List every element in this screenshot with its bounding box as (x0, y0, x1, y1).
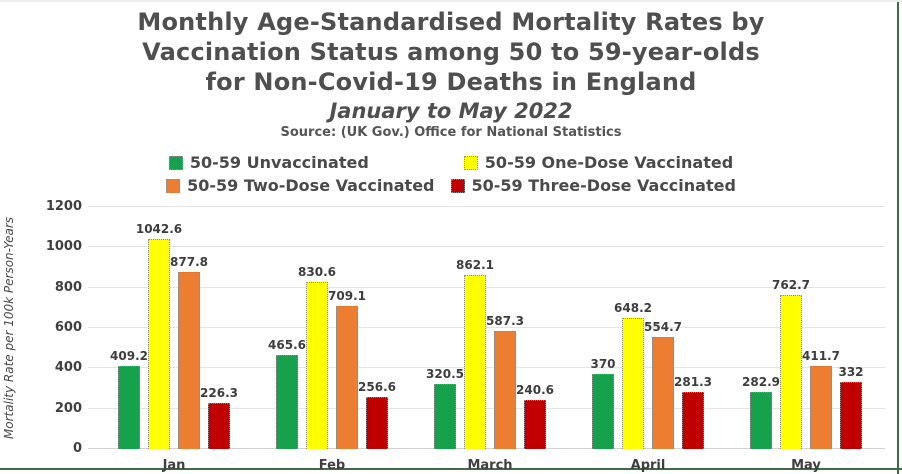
bar-group-april: 370 648.2 554.7 281.3 April (569, 207, 727, 473)
y-axis-tick-label: 600 (54, 320, 82, 335)
data-label: 587.3 (486, 313, 524, 328)
legend-item: 50-59 Two-Dose Vaccinated (166, 176, 435, 195)
bar (118, 366, 140, 449)
y-axis-title: Mortality Rate per 100k Person-Years (2, 216, 16, 440)
legend-label: 50-59 Three-Dose Vaccinated (471, 176, 736, 195)
legend-label: 50-59 Two-Dose Vaccinated (187, 176, 435, 195)
data-label: 830.6 (298, 264, 336, 279)
legend-swatch-icon (168, 155, 183, 170)
bar-group-feb: 465.6 830.6 709.1 256.6 Feb (253, 207, 411, 474)
x-axis-category-label: Jan (162, 458, 186, 473)
bar (276, 355, 298, 449)
bar (178, 271, 200, 449)
bar-group-march: 320.5 862.1 587.3 240.6 March (411, 207, 569, 473)
data-label: 256.6 (358, 380, 396, 395)
data-label: 370 (590, 357, 616, 372)
data-label: 240.6 (516, 383, 554, 398)
frame-right-border (897, 2, 899, 474)
bar (524, 400, 546, 449)
bar (750, 391, 772, 449)
bar (464, 275, 486, 449)
x-axis-line (88, 448, 885, 449)
bar (592, 374, 614, 449)
bar (494, 330, 516, 449)
bar (306, 281, 328, 449)
data-label: 877.8 (170, 254, 208, 269)
bar (810, 365, 832, 449)
data-label: 1042.6 (135, 221, 183, 236)
chart-title-line-2: Vaccination Status among 50 to 59-year-o… (142, 38, 760, 66)
data-label: 709.1 (328, 289, 366, 303)
y-axis-tick-label: 1200 (45, 199, 82, 214)
bar (840, 382, 862, 449)
legend-swatch-icon (450, 178, 465, 193)
data-label: 554.7 (644, 320, 682, 335)
bar (148, 238, 170, 449)
bar (336, 306, 358, 449)
frame-bottom-border (0, 468, 902, 470)
chart-title-line-3: for Non-Covid-19 Deaths in England (205, 68, 697, 96)
y-axis-tick-label: 0 (72, 441, 82, 456)
y-axis-tick-label: 1000 (45, 239, 82, 255)
title-block: Monthly Age-Standardised Mortality Rates… (0, 7, 902, 142)
legend-label: 50-59 Unvaccinated (189, 153, 369, 172)
legend-item: 50-59 Unvaccinated (168, 153, 369, 172)
chart-title-line-1: Monthly Age-Standardised Mortality Rates… (137, 8, 765, 36)
data-label: 226.3 (200, 386, 238, 401)
data-label: 409.2 (110, 349, 148, 364)
data-label: 332 (838, 365, 864, 380)
x-axis-category-label: May (791, 458, 821, 473)
data-label: 282.9 (742, 374, 780, 389)
source-attribution: Source: (UK Gov.) Office for National St… (280, 125, 622, 140)
gridline (88, 206, 885, 207)
y-axis-tick-label: 800 (54, 279, 82, 295)
legend-swatch-icon (166, 178, 181, 193)
bar-group-jan: 409.2 1042.6 877.8 226.3 Jan (95, 207, 253, 473)
y-axis-tick-label: 400 (54, 360, 82, 376)
legend-label: 50-59 One-Dose Vaccinated (484, 153, 734, 172)
legend: 50-59 Unvaccinated 50-59 One-Dose Vaccina… (0, 151, 902, 197)
legend-item: 50-59 One-Dose Vaccinated (463, 153, 734, 172)
data-label: 320.5 (426, 367, 464, 382)
gridline (88, 246, 885, 248)
data-label: 862.1 (456, 258, 494, 273)
legend-row: 50-59 Two-Dose Vaccinated 50-59 Three-Dos… (0, 174, 902, 197)
gridline (88, 327, 885, 328)
bar (434, 384, 456, 449)
x-axis-category-label: April (630, 458, 666, 473)
bar (652, 337, 674, 449)
gridline (88, 407, 885, 409)
data-label: 281.3 (674, 375, 712, 390)
x-axis-category-label: Feb (318, 458, 346, 473)
y-axis-tick-label: 200 (54, 400, 82, 416)
legend-item: 50-59 Three-Dose Vaccinated (450, 176, 736, 195)
bar (682, 392, 704, 449)
bar-group-may: 282.9 762.7 411.7 332 May (727, 207, 885, 473)
data-label: 648.2 (614, 301, 652, 316)
data-label: 411.7 (802, 348, 840, 363)
bar (622, 318, 644, 449)
bar (366, 397, 388, 449)
data-label: 465.6 (268, 338, 306, 353)
plot-area: Mortality Rate per 100k Person-Years 0 20… (2, 200, 885, 474)
x-axis-category-label: March (467, 458, 513, 473)
bar (208, 403, 230, 449)
legend-row: 50-59 Unvaccinated 50-59 One-Dose Vaccina… (0, 151, 902, 174)
chart-subtitle: January to May 2022 (329, 99, 573, 123)
gridline (88, 286, 885, 288)
gridline (88, 367, 885, 369)
data-label: 762.7 (772, 278, 810, 293)
bar (780, 295, 802, 449)
legend-swatch-icon (463, 155, 478, 170)
